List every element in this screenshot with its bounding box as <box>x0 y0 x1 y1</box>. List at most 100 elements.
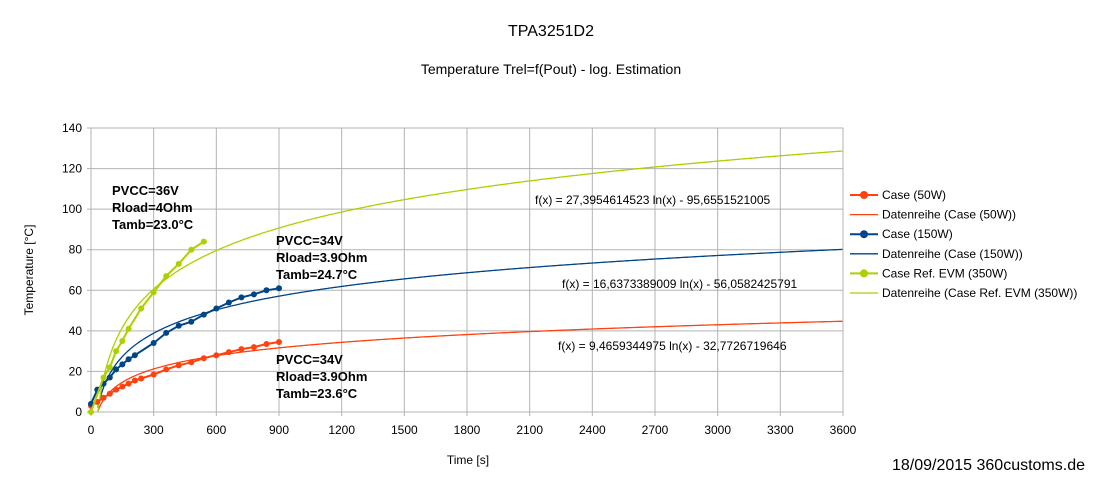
series-layer <box>88 150 843 415</box>
annotation-150w-line-1: PVCC=34V <box>276 233 343 248</box>
y-axis-ticks: 0 20 40 60 80 100 120 140 <box>62 121 91 419</box>
annotation-50w: PVCC=34V Rload=3.9Ohm Tamb=23.6°C <box>276 352 367 401</box>
y-tick-label: 120 <box>62 162 82 176</box>
y-tick-label: 40 <box>69 324 83 338</box>
legend-label: Case (50W) <box>882 188 946 202</box>
data-point <box>150 340 157 347</box>
legend-item: Case Ref. EVM (350W) <box>850 266 1007 280</box>
legend-swatch-marker <box>860 230 868 239</box>
annotation-150w-line-2: Rload=3.9Ohm <box>276 250 367 265</box>
y-tick-label: 100 <box>62 202 82 216</box>
data-point <box>276 339 282 346</box>
legend-label: Case Ref. EVM (350W) <box>882 266 1007 280</box>
x-tick-label: 2100 <box>516 423 543 437</box>
legend: Case (50W) Datenreihe (Case (50W)) Case (1… <box>850 188 1077 300</box>
data-point <box>188 318 195 325</box>
data-point <box>125 325 132 332</box>
annotation-50w-line-1: PVCC=34V <box>276 352 343 367</box>
data-point <box>213 352 220 359</box>
data-point <box>131 352 138 359</box>
legend-label: Datenreihe (Case (50W)) <box>882 208 1016 222</box>
data-point <box>106 374 113 381</box>
data-point <box>163 329 170 336</box>
x-tick-label: 300 <box>144 423 164 437</box>
y-tick-label: 20 <box>69 364 83 378</box>
data-point <box>113 348 120 355</box>
data-point <box>225 299 232 306</box>
legend-label: Case (150W) <box>882 227 953 241</box>
data-point <box>113 366 120 373</box>
legend-item: Datenreihe (Case Ref. EVM (350W)) <box>850 286 1077 300</box>
legend-item: Case (150W) <box>850 227 953 241</box>
data-point <box>106 390 113 397</box>
series-line <box>90 240 205 413</box>
legend-item: Case (50W) <box>850 188 946 202</box>
data-point <box>138 305 145 312</box>
x-tick-label: 2400 <box>579 423 606 437</box>
x-tick-label: 1500 <box>391 423 418 437</box>
data-point <box>113 386 120 393</box>
annotation-evm-line-3: Tamb=23.0°C <box>112 217 194 232</box>
chart-subtitle: Temperature Trel=f(Pout) - log. Estimati… <box>421 61 681 77</box>
data-point <box>200 311 207 318</box>
fit-curve-3 <box>97 248 843 408</box>
data-point <box>163 273 170 280</box>
data-point <box>100 394 107 401</box>
x-axis-label: Time [s] <box>447 453 489 467</box>
y-tick-label: 60 <box>69 283 83 297</box>
chart-title: TPA3251D2 <box>508 23 594 40</box>
data-point <box>150 289 157 296</box>
data-point <box>131 377 138 384</box>
annotation-150w: PVCC=34V Rload=3.9Ohm Tamb=24.7°C <box>276 233 367 282</box>
data-point <box>175 362 182 369</box>
data-point <box>200 355 207 362</box>
equation-evm: f(x) = 27,3954614523 ln(x) - 95,65515210… <box>535 193 770 207</box>
data-point <box>188 246 195 253</box>
data-point <box>163 366 170 373</box>
data-point <box>200 238 207 245</box>
grid-lines <box>90 127 844 413</box>
data-point <box>106 364 113 371</box>
annotation-evm-line-1: PVCC=36V <box>112 183 179 198</box>
footer-credit: 18/09/2015 360customs.de <box>892 457 1085 474</box>
data-point <box>119 361 126 368</box>
x-tick-label: 3300 <box>767 423 794 437</box>
data-point <box>250 291 257 298</box>
annotation-evm: PVCC=36V Rload=4Ohm Tamb=23.0°C <box>112 183 194 232</box>
x-axis-ticks: 0 300 600 900 1200 1500 1800 2100 2400 2700 3000 33… <box>88 412 857 437</box>
y-tick-label: 80 <box>69 243 83 257</box>
x-tick-label: 0 <box>88 423 95 437</box>
annotation-50w-line-2: Rload=3.9Ohm <box>276 369 367 384</box>
x-tick-label: 2700 <box>642 423 669 437</box>
data-point <box>88 409 94 415</box>
legend-item: Datenreihe (Case (50W)) <box>850 208 1016 222</box>
fit-curve-5 <box>97 150 843 412</box>
data-point <box>213 305 220 312</box>
x-tick-label: 3600 <box>830 423 857 437</box>
data-point <box>225 349 232 356</box>
legend-label: Datenreihe (Case Ref. EVM (350W)) <box>882 286 1077 300</box>
series-4-markers <box>88 238 207 415</box>
data-point <box>150 371 157 378</box>
data-point <box>175 260 182 267</box>
legend-label: Datenreihe (Case (150W)) <box>882 247 1023 261</box>
data-point <box>263 287 270 294</box>
fit-curve-1 <box>97 320 843 412</box>
data-point <box>188 359 195 366</box>
x-tick-label: 900 <box>269 423 289 437</box>
data-point <box>100 374 107 381</box>
series-0-markers <box>88 339 282 409</box>
data-point <box>125 356 132 363</box>
data-point <box>238 346 245 353</box>
data-point <box>263 341 270 348</box>
data-point <box>119 338 126 344</box>
data-point <box>175 322 182 329</box>
data-point <box>119 383 126 390</box>
y-tick-label: 140 <box>62 121 82 135</box>
equation-50w: f(x) = 9,4659344975 ln(x) - 32,772671964… <box>558 339 787 353</box>
x-tick-label: 1200 <box>328 423 355 437</box>
data-point <box>250 344 257 351</box>
y-axis-label: Temperature [°C] <box>22 225 36 316</box>
annotation-150w-line-3: Tamb=24.7°C <box>276 267 358 282</box>
